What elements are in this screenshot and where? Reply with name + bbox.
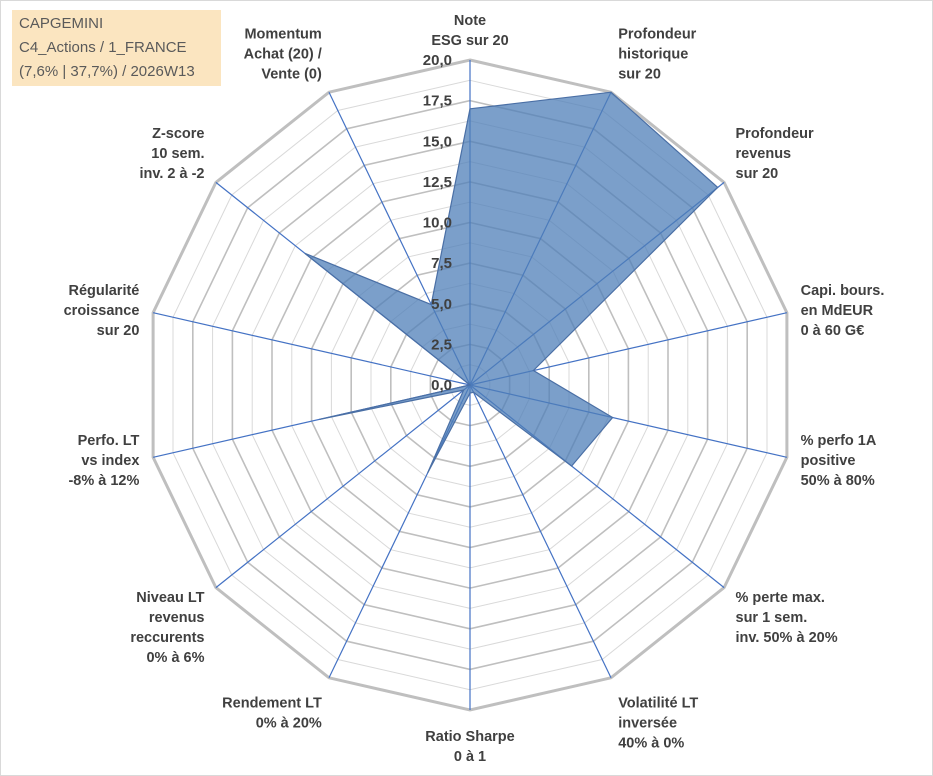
tick-label: 7,5 <box>431 255 452 272</box>
info-box-company: CAPGEMINI <box>19 15 104 32</box>
tick-label: 17,5 <box>423 93 452 110</box>
category-label: Niveau LT <box>136 590 204 606</box>
category-label: Note <box>454 13 486 29</box>
category-label: 40% à 0% <box>618 736 684 752</box>
category-label: 50% à 80% <box>801 473 875 489</box>
category-label: Vente (0) <box>261 66 322 82</box>
axis-spoke <box>152 312 471 386</box>
tick-label: 0,0 <box>431 377 452 394</box>
category-label: sur 20 <box>97 323 140 339</box>
category-label: 0 à 1 <box>454 749 486 765</box>
category-label: en MdEUR <box>801 303 874 319</box>
category-label: Profondeur <box>618 26 696 42</box>
category-label: Capi. bours. <box>801 283 885 299</box>
category-label: 10 sem. <box>151 146 204 162</box>
category-label: revenus <box>149 610 205 626</box>
tick-label: 12,5 <box>423 174 452 191</box>
tick-label: 5,0 <box>431 296 452 313</box>
info-box-stats: (7,6% | 37,7%) / 2026W13 <box>19 63 195 80</box>
category-label: revenus <box>736 146 792 162</box>
category-label: positive <box>801 453 856 469</box>
category-label: 0% à 20% <box>256 716 322 732</box>
radial-tick-labels: 0,0 2,5 5,0 7,5 10,0 12,5 15,0 17,5 20,0 <box>423 52 452 394</box>
tick-label: 10,0 <box>423 215 452 232</box>
tick-label: 2,5 <box>431 336 452 353</box>
category-label: ESG sur 20 <box>431 33 508 49</box>
category-label: Ratio Sharpe <box>425 729 514 745</box>
category-label: reccurents <box>130 630 204 646</box>
category-labels: Note ESG sur 20 Profondeur historique sur 20… <box>64 13 885 765</box>
category-label: vs index <box>81 453 139 469</box>
info-box: CAPGEMINI C4_Actions / 1_FRANCE (7,6% | … <box>12 10 221 86</box>
category-label: croissance <box>64 303 140 319</box>
tick-label: 20,0 <box>423 52 452 69</box>
category-label: Régularité <box>68 283 139 299</box>
category-label: sur 1 sem. <box>736 610 808 626</box>
category-label: historique <box>618 46 688 62</box>
category-label: Z-score <box>152 126 204 142</box>
category-label: inv. 50% à 20% <box>736 630 838 646</box>
category-label: Volatilité LT <box>618 696 698 712</box>
series-area <box>304 91 719 474</box>
axis-spoke <box>215 384 471 589</box>
tick-label: 15,0 <box>423 133 452 150</box>
category-label: Achat (20) / <box>244 46 322 62</box>
category-label: Momentum <box>244 26 321 42</box>
category-label: sur 20 <box>618 66 661 82</box>
axis-spoke <box>469 384 612 679</box>
category-label: Rendement LT <box>222 696 322 712</box>
category-label: % perte max. <box>736 590 825 606</box>
category-label: inversée <box>618 716 677 732</box>
category-label: Perfo. LT <box>78 433 140 449</box>
category-label: -8% à 12% <box>68 473 139 489</box>
category-label: 0% à 6% <box>146 650 204 666</box>
radar-series <box>304 91 719 474</box>
info-box-category: C4_Actions / 1_FRANCE <box>19 39 187 56</box>
category-label: Profondeur <box>736 126 814 142</box>
category-label: sur 20 <box>736 166 779 182</box>
category-label: inv. 2 à -2 <box>139 166 204 182</box>
category-label: % perfo 1A <box>801 433 877 449</box>
category-label: 0 à 60 G€ <box>801 323 865 339</box>
